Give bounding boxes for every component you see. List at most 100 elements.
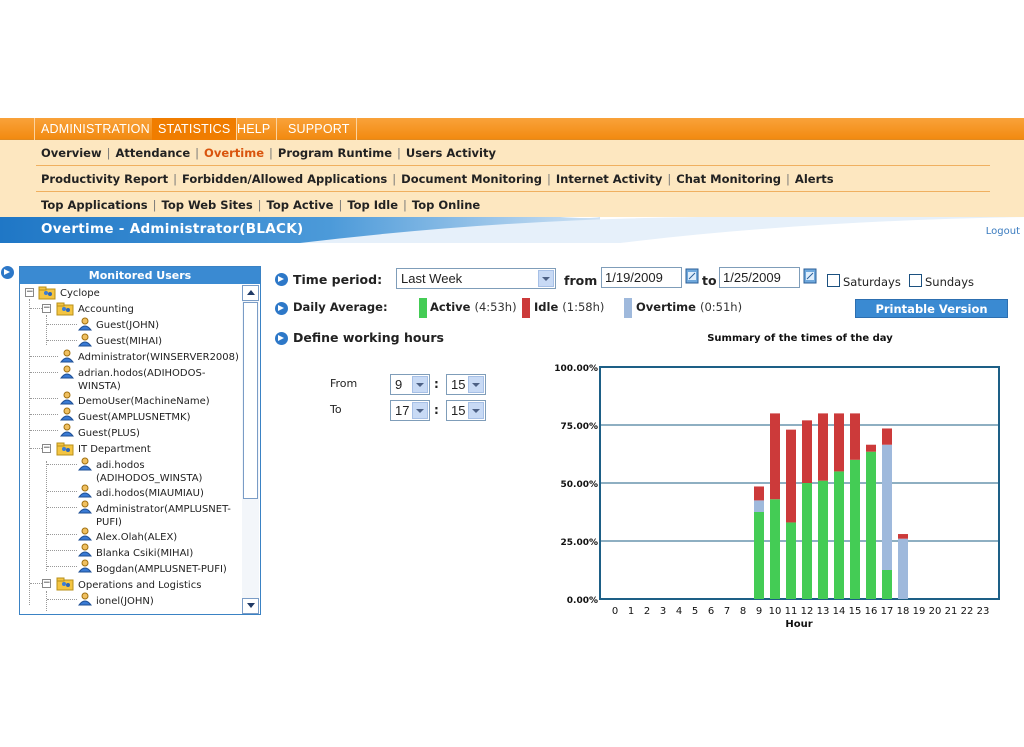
tree-node-user[interactable]: Administrator(AMPLUSNET-PUFI) bbox=[96, 504, 231, 528]
subnav-document-monitoring[interactable]: Document Monitoring bbox=[401, 172, 542, 186]
legend-idle: Idle (1:58h) bbox=[534, 300, 605, 314]
x-tick-label: 16 bbox=[865, 606, 878, 617]
collapse-panel-icon[interactable] bbox=[1, 266, 14, 279]
chevron-down-icon bbox=[412, 402, 428, 419]
subnav-top-idle[interactable]: Top Idle bbox=[347, 198, 399, 212]
to-hour-select[interactable]: 17 bbox=[390, 400, 430, 421]
subnav-top-active[interactable]: Top Active bbox=[266, 198, 334, 212]
sundays-checkbox[interactable] bbox=[909, 274, 922, 287]
user-icon bbox=[78, 500, 92, 514]
calendar-icon[interactable] bbox=[803, 267, 817, 284]
bar-active-14 bbox=[834, 471, 844, 599]
x-tick-label: 8 bbox=[740, 606, 746, 617]
scrollbar-thumb[interactable] bbox=[243, 302, 258, 499]
logout-link[interactable]: Logout bbox=[985, 226, 1020, 237]
tree-node-user[interactable]: Guest(MIHAI) bbox=[96, 336, 163, 347]
bar-idle-10 bbox=[770, 413, 780, 500]
bar-idle-12 bbox=[802, 420, 812, 483]
to-minute-select[interactable]: 15 bbox=[446, 400, 486, 421]
x-tick-label: 3 bbox=[660, 606, 666, 617]
daily-average-label: Daily Average: bbox=[293, 300, 388, 314]
user-icon bbox=[60, 407, 74, 421]
tree-node-user[interactable]: adi.hodos(MIAUMIAU) bbox=[96, 488, 204, 499]
tree-node-user[interactable]: Alex.Olah(ALEX) bbox=[96, 532, 178, 543]
tree-node-user[interactable]: adi.hodos (ADIHODOS_WINSTA) bbox=[96, 460, 203, 484]
user-icon bbox=[60, 391, 74, 405]
bar-idle-14 bbox=[834, 413, 844, 472]
tree-node-user[interactable]: ionel(JOHN) bbox=[96, 596, 154, 607]
user-icon bbox=[78, 592, 92, 606]
main-tabs: ADMINISTRATION STATISTICS HELP SUPPORT bbox=[0, 118, 1024, 140]
chevron-down-icon bbox=[412, 376, 428, 393]
printable-version-button[interactable]: Printable Version bbox=[855, 299, 1008, 318]
subnav-chat-monitoring[interactable]: Chat Monitoring bbox=[676, 172, 782, 186]
subnav-alerts[interactable]: Alerts bbox=[794, 172, 834, 186]
subnav-users-activity[interactable]: Users Activity bbox=[405, 146, 496, 160]
user-icon bbox=[78, 559, 92, 573]
to-label: to bbox=[702, 273, 717, 288]
subnav-overtime[interactable]: Overtime bbox=[204, 146, 265, 160]
calendar-icon[interactable] bbox=[685, 267, 699, 284]
to-date-input[interactable]: 1/25/2009 bbox=[719, 267, 800, 288]
tree-node-it-department[interactable]: IT Department bbox=[78, 444, 151, 455]
tree-collapse-accounting[interactable]: − bbox=[42, 303, 51, 313]
tree-node-user[interactable]: adrian.hodos(ADIHODOS-WINSTA) bbox=[78, 368, 206, 392]
tree-node-user[interactable]: Bogdan(AMPLUSNET-PUFI) bbox=[96, 564, 227, 575]
x-tick-label: 0 bbox=[612, 606, 618, 617]
subnav-internet-activity[interactable]: Internet Activity bbox=[555, 172, 663, 186]
tree-scrollbar[interactable] bbox=[242, 285, 259, 614]
from-minute-select[interactable]: 15 bbox=[446, 374, 486, 395]
tree-collapse-operations[interactable]: − bbox=[42, 578, 51, 588]
scroll-up-button[interactable] bbox=[242, 285, 259, 301]
tree-node-user[interactable]: Guest(JOHN) bbox=[96, 320, 159, 331]
tree-node-accounting[interactable]: Accounting bbox=[78, 304, 134, 315]
time-period-select[interactable]: Last Week bbox=[396, 268, 556, 289]
x-tick-label: 23 bbox=[977, 606, 990, 617]
subnav-forbidden-allowed[interactable]: Forbidden/Allowed Applications bbox=[181, 172, 388, 186]
folder-users-icon bbox=[38, 286, 56, 300]
tab-help[interactable]: HELP bbox=[231, 118, 278, 140]
subnav-top-web-sites[interactable]: Top Web Sites bbox=[161, 198, 253, 212]
active-swatch bbox=[419, 298, 427, 318]
title-band-shape bbox=[0, 217, 1024, 243]
title-band: Overtime - Administrator(BLACK) bbox=[0, 217, 1024, 243]
subnav-top-applications[interactable]: Top Applications bbox=[41, 198, 148, 212]
subnav-program-runtime[interactable]: Program Runtime bbox=[277, 146, 392, 160]
y-tick-label: 50.00% bbox=[561, 480, 599, 490]
y-tick-label: 0.00% bbox=[567, 596, 598, 606]
tree-node-user[interactable]: Administrator(WINSERVER2008) bbox=[78, 352, 239, 363]
subnav-overview[interactable]: Overview bbox=[41, 146, 102, 160]
tree-node-cyclope[interactable]: Cyclope bbox=[60, 288, 100, 299]
user-icon bbox=[60, 365, 74, 379]
legend-overtime: Overtime (0:51h) bbox=[636, 300, 743, 314]
tree-collapse-it-department[interactable]: − bbox=[42, 443, 51, 453]
to-minute-value: 15 bbox=[451, 403, 466, 418]
bar-idle-15 bbox=[850, 413, 860, 460]
subnav-top-online[interactable]: Top Online bbox=[411, 198, 481, 212]
from-date-input[interactable]: 1/19/2009 bbox=[601, 267, 682, 288]
tree-node-user[interactable]: DemoUser(MachineName) bbox=[78, 396, 210, 407]
tab-support[interactable]: SUPPORT bbox=[282, 118, 357, 140]
x-tick-label: 2 bbox=[644, 606, 650, 617]
subnav-productivity-report[interactable]: Productivity Report bbox=[41, 172, 169, 186]
x-tick-label: 7 bbox=[724, 606, 730, 617]
scroll-down-button[interactable] bbox=[242, 598, 259, 614]
x-tick-label: 12 bbox=[801, 606, 814, 617]
tree-node-operations[interactable]: Operations and Logistics bbox=[78, 580, 202, 591]
chart-bars bbox=[754, 413, 908, 599]
tab-statistics[interactable]: STATISTICS bbox=[152, 118, 238, 140]
tab-administration[interactable]: ADMINISTRATION bbox=[34, 118, 157, 140]
x-tick-label: 20 bbox=[929, 606, 942, 617]
arrow-bullet-icon bbox=[275, 302, 288, 315]
from-hour-select[interactable]: 9 bbox=[390, 374, 430, 395]
tree-node-user[interactable]: Guest(AMPLUSNETMK) bbox=[78, 412, 191, 423]
x-tick-label: 17 bbox=[881, 606, 894, 617]
tree-node-user[interactable]: Guest(PLUS) bbox=[78, 428, 140, 439]
tree-node-user[interactable]: Blanka Csiki(MIHAI) bbox=[96, 548, 194, 559]
subnav-attendance[interactable]: Attendance bbox=[115, 146, 191, 160]
bar-idle-17 bbox=[882, 428, 892, 445]
tree-collapse-cyclope[interactable]: − bbox=[25, 287, 34, 297]
x-tick-label: 9 bbox=[756, 606, 762, 617]
subnav-row-2: Productivity Report | Forbidden/Allowed Ap… bbox=[36, 166, 990, 192]
saturdays-checkbox[interactable] bbox=[827, 274, 840, 287]
